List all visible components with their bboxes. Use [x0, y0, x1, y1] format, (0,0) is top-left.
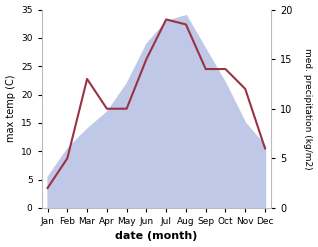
Y-axis label: med. precipitation (kg/m2): med. precipitation (kg/m2): [303, 48, 313, 169]
Y-axis label: max temp (C): max temp (C): [5, 75, 16, 143]
X-axis label: date (month): date (month): [115, 231, 197, 242]
